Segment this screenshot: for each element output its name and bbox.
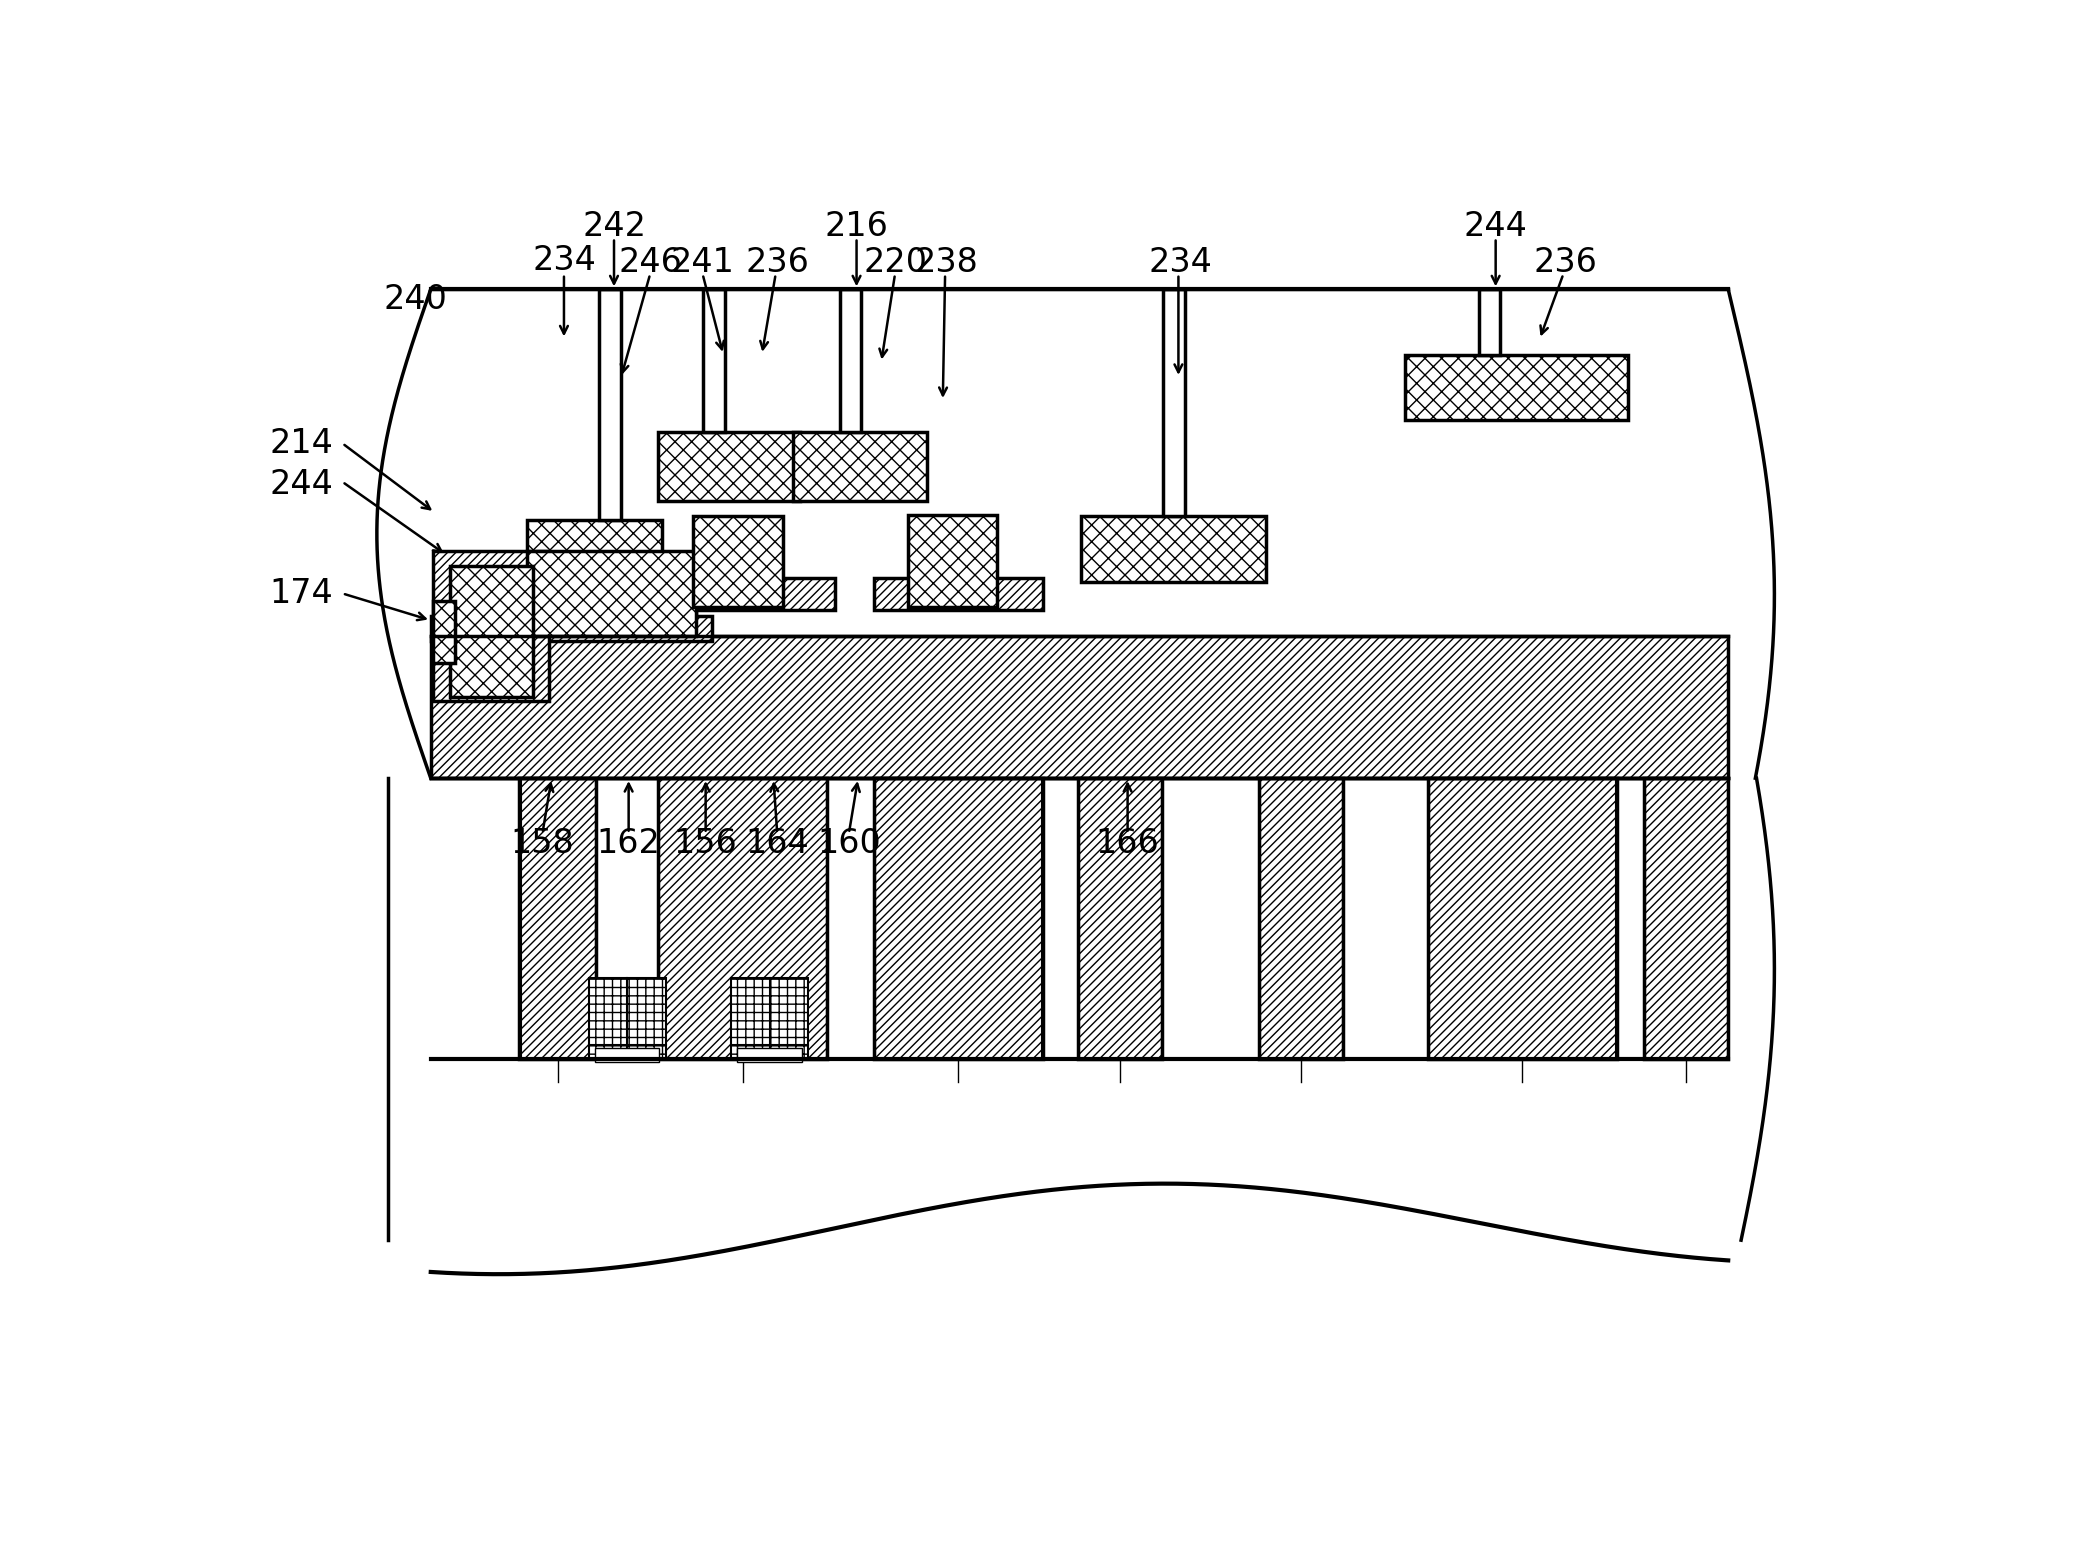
Text: 156: 156 bbox=[674, 828, 738, 860]
Text: 240: 240 bbox=[383, 283, 447, 315]
Bar bbox=[693, 516, 784, 607]
Bar bbox=[657, 577, 834, 610]
Bar bbox=[526, 551, 697, 636]
Bar bbox=[874, 778, 1042, 1059]
Bar bbox=[730, 979, 807, 1059]
Bar bbox=[874, 577, 1042, 610]
Text: 244: 244 bbox=[1464, 210, 1527, 242]
Bar bbox=[703, 289, 726, 432]
Text: 160: 160 bbox=[817, 828, 880, 860]
Bar bbox=[433, 601, 456, 662]
Text: 234: 234 bbox=[532, 244, 595, 278]
Bar bbox=[909, 514, 996, 607]
Bar bbox=[1643, 778, 1728, 1059]
Text: 158: 158 bbox=[510, 828, 574, 860]
Text: 164: 164 bbox=[745, 828, 809, 860]
Text: 236: 236 bbox=[745, 245, 809, 279]
Text: 220: 220 bbox=[863, 245, 928, 279]
Text: 162: 162 bbox=[597, 828, 661, 860]
Text: 214: 214 bbox=[268, 426, 333, 460]
Text: 216: 216 bbox=[824, 210, 888, 242]
Bar bbox=[1427, 778, 1616, 1059]
Bar bbox=[431, 616, 711, 641]
Text: 238: 238 bbox=[915, 245, 978, 279]
Bar bbox=[431, 289, 1728, 636]
Bar bbox=[431, 636, 1728, 778]
Text: 242: 242 bbox=[582, 210, 647, 242]
Text: 241: 241 bbox=[670, 245, 734, 279]
Bar bbox=[1258, 778, 1344, 1059]
Bar bbox=[431, 778, 1728, 1059]
Text: 174: 174 bbox=[268, 577, 333, 610]
Bar bbox=[657, 432, 801, 500]
Bar bbox=[1077, 778, 1163, 1059]
Text: 246: 246 bbox=[618, 245, 682, 279]
Bar bbox=[792, 432, 928, 500]
Bar bbox=[840, 289, 861, 432]
Bar bbox=[1404, 355, 1629, 420]
Text: 234: 234 bbox=[1148, 245, 1213, 279]
Bar bbox=[657, 778, 828, 1059]
Text: 244: 244 bbox=[268, 468, 333, 500]
Bar bbox=[599, 289, 622, 520]
Bar bbox=[589, 979, 666, 1059]
Bar bbox=[736, 1048, 803, 1062]
Bar bbox=[1082, 516, 1267, 582]
Bar bbox=[449, 567, 532, 698]
Text: 236: 236 bbox=[1533, 245, 1597, 279]
Bar bbox=[1479, 289, 1500, 355]
Bar bbox=[433, 551, 549, 701]
Text: 166: 166 bbox=[1096, 828, 1159, 860]
Bar bbox=[526, 585, 697, 618]
Bar bbox=[595, 1048, 659, 1062]
Bar bbox=[1163, 289, 1186, 516]
Bar bbox=[520, 778, 597, 1059]
Bar bbox=[526, 520, 661, 585]
